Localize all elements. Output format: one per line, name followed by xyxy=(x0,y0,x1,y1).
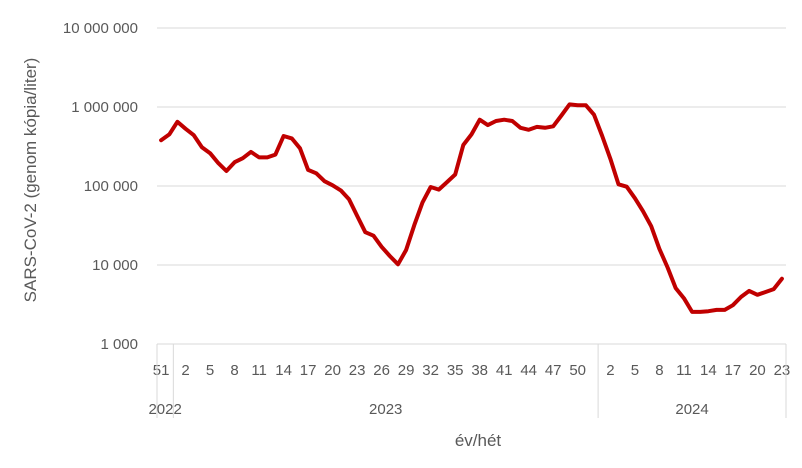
x-week-label: 47 xyxy=(545,362,562,379)
x-week-label: 11 xyxy=(676,362,692,379)
y-tick-label: 10 000 000 xyxy=(63,20,138,37)
gridlines xyxy=(157,27,786,345)
x-week-label: 38 xyxy=(471,362,488,379)
series-line xyxy=(159,102,784,314)
x-week-label: 50 xyxy=(569,362,586,379)
x-week-label: 23 xyxy=(774,362,791,379)
series-layer xyxy=(159,102,784,314)
x-week-label: 5 xyxy=(631,362,639,379)
x-year-label: 2022 xyxy=(148,401,181,418)
y-tick-label: 100 000 xyxy=(84,178,138,195)
y-axis-title: SARS-CoV-2 (genom kópia/liter) xyxy=(21,58,40,303)
x-week-label: 5 xyxy=(206,362,214,379)
x-week-label: 2 xyxy=(606,362,614,379)
x-year-label: 2024 xyxy=(675,401,708,418)
x-week-label: 11 xyxy=(251,362,267,379)
x-year-label: 2023 xyxy=(369,401,402,418)
x-week-label: 17 xyxy=(300,362,317,379)
x-week-label: 44 xyxy=(520,362,537,379)
x-week-label: 20 xyxy=(324,362,341,379)
x-week-label: 51 xyxy=(153,362,170,379)
x-week-label: 41 xyxy=(496,362,513,379)
x-week-label: 26 xyxy=(373,362,390,379)
x-week-label: 14 xyxy=(275,362,292,379)
x-week-label: 20 xyxy=(749,362,766,379)
x-week-label: 29 xyxy=(398,362,415,379)
x-axis: 51 2 5 8 11 14 17 20 23 26 29 32 35 38 41 44 47 50 2 5 8 11 14… xyxy=(148,343,791,418)
y-tick-label: 1 000 000 xyxy=(71,99,138,116)
x-week-label: 17 xyxy=(725,362,742,379)
x-week-label: 35 xyxy=(447,362,464,379)
x-week-label: 8 xyxy=(655,362,663,379)
x-axis-title: év/hét xyxy=(455,431,502,450)
x-week-label: 14 xyxy=(700,362,717,379)
x-week-label: 32 xyxy=(422,362,439,379)
y-tick-label: 10 000 xyxy=(92,257,138,274)
x-week-label: 8 xyxy=(230,362,238,379)
y-tick-label: 1 000 xyxy=(100,336,138,353)
x-week-label: 23 xyxy=(349,362,366,379)
x-week-label: 2 xyxy=(181,362,189,379)
y-axis-ticks: 1 000 10 000 100 000 1 000 000 10 000 000 xyxy=(63,20,138,353)
